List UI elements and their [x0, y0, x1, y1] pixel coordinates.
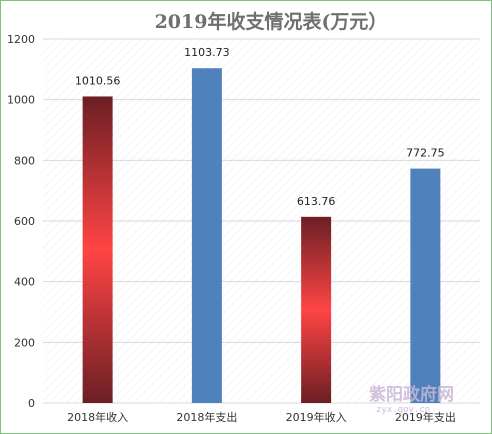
y-tick-label-5: 1000	[7, 94, 35, 107]
chart-title: 2019年收支情况表(万元）	[155, 10, 388, 33]
category-label-2: 2019年收入	[286, 410, 347, 424]
y-tick-label-3: 600	[14, 215, 35, 228]
y-tick-label-2: 400	[14, 276, 35, 289]
watermark: 紫阳政府网 zyx.gov.cn	[369, 384, 454, 415]
category-label-1: 2018年支出	[176, 410, 237, 424]
data-label-3: 772.75	[406, 147, 445, 160]
y-tick-label-1: 200	[14, 336, 35, 349]
y-tick-label-4: 800	[14, 154, 35, 167]
category-label-0: 2018年收入	[67, 410, 128, 424]
bar-0	[82, 96, 113, 403]
watermark-main: 紫阳政府网	[369, 384, 454, 405]
bar-1	[191, 68, 222, 403]
x-axis-categories: 2018年收入 2018年支出 2019年收入 2019年支出	[67, 410, 456, 424]
bars	[82, 68, 441, 403]
watermark-sub: zyx.gov.cn	[376, 405, 430, 415]
y-tick-label-0: 0	[28, 397, 35, 410]
data-labels: 1010.56 1103.73 613.76 772.75	[75, 46, 445, 208]
bar-3	[410, 168, 441, 403]
y-axis-ticks: 0 200 400 600 800 1000 1200	[7, 33, 35, 410]
category-label-3: 2019年支出	[395, 410, 456, 424]
gridlines	[43, 38, 480, 404]
y-tick-label-6: 1200	[7, 33, 35, 46]
data-label-1: 1103.73	[184, 46, 230, 59]
data-label-2: 613.76	[297, 195, 336, 208]
bar-2	[301, 216, 332, 403]
data-label-0: 1010.56	[75, 74, 121, 87]
